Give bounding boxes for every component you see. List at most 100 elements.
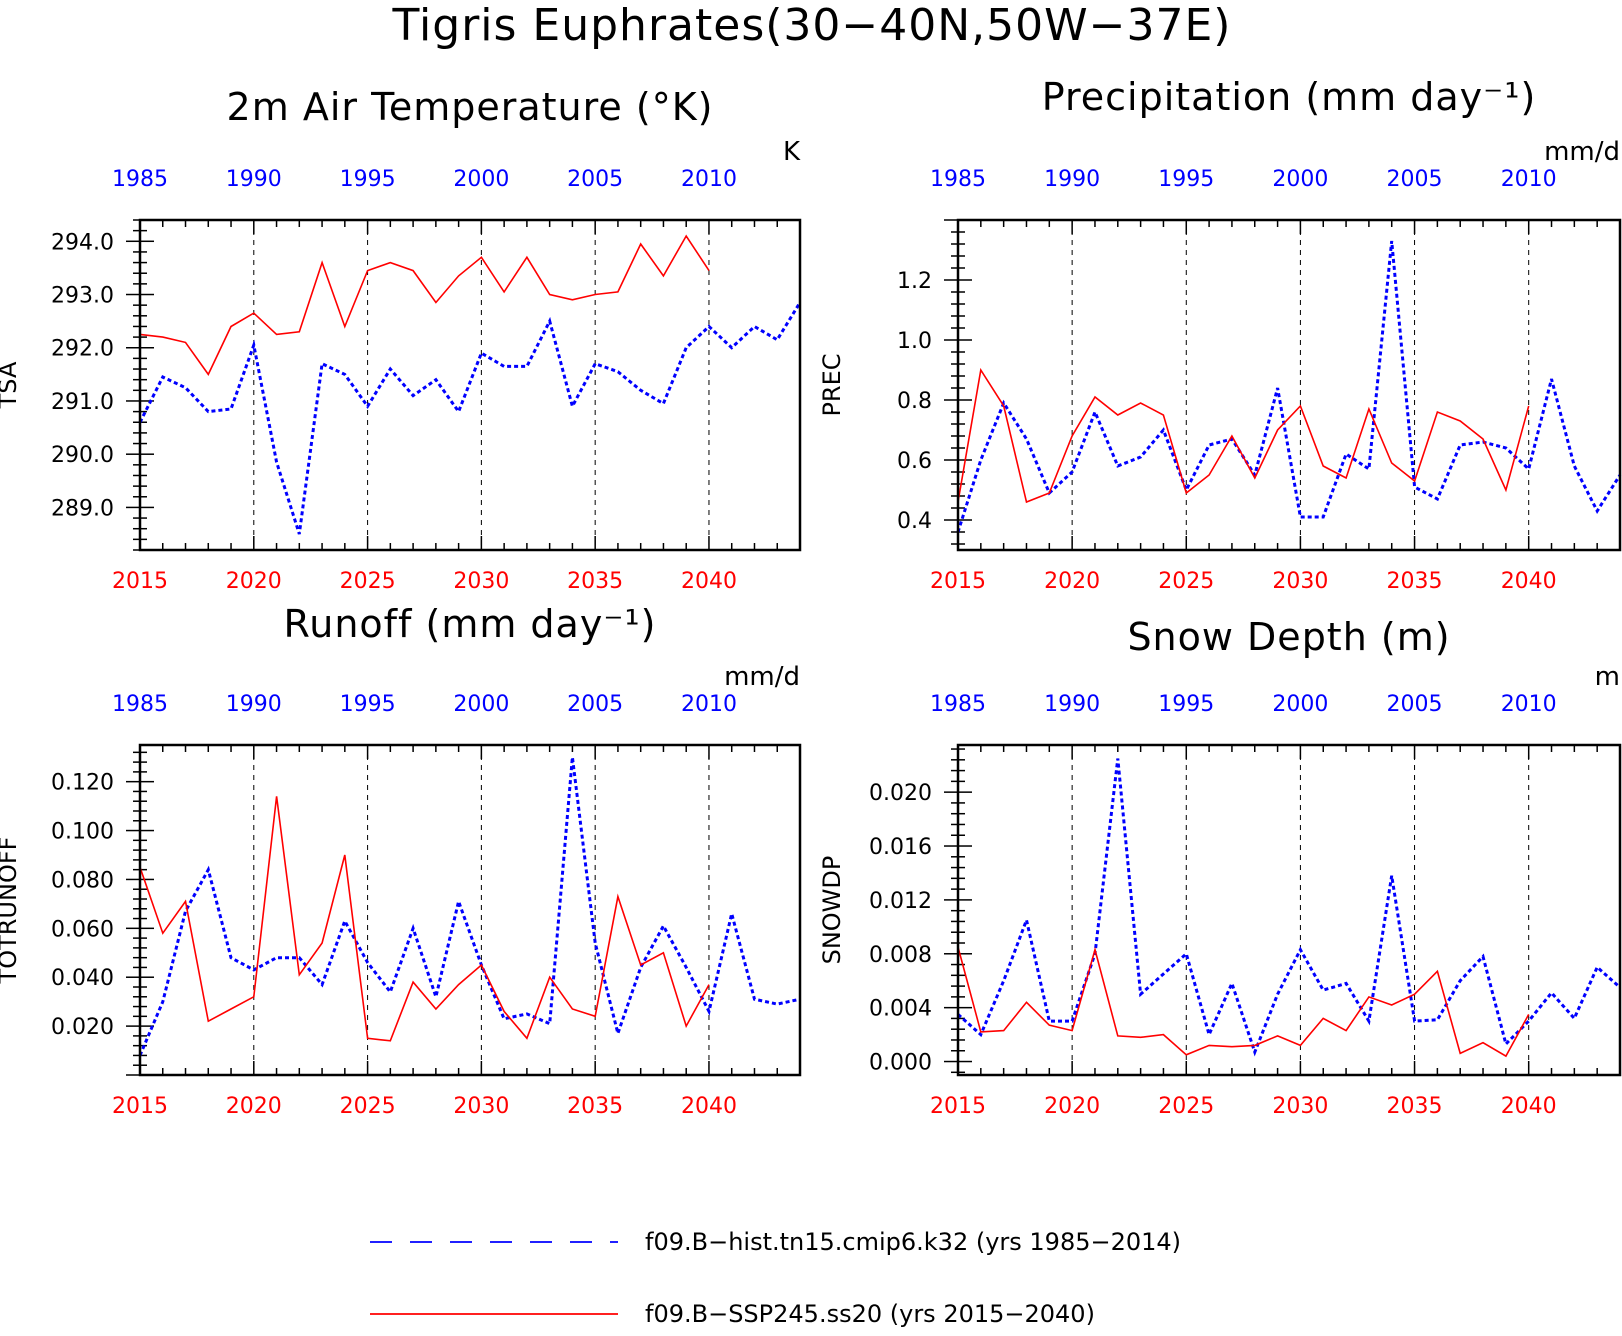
x-tick-label-top: 1995 — [1158, 167, 1214, 192]
y-axis-label: TSA — [0, 361, 22, 409]
x-tick-label-top: 2010 — [1501, 167, 1557, 192]
y-tick-label: 0.060 — [51, 917, 114, 942]
x-tick-label-top: 2005 — [1387, 167, 1443, 192]
series-line-hist — [956, 240, 1622, 533]
x-tick-label-bottom: 2020 — [1044, 569, 1100, 594]
x-tick-label-top: 2000 — [453, 692, 509, 717]
x-tick-label-bottom: 2015 — [930, 1094, 986, 1119]
figure-title: Tigris Euphrates(30−40N,50W−37E) — [392, 0, 1232, 51]
x-tick-label-top: 1990 — [1044, 692, 1100, 717]
x-tick-label-bottom: 2040 — [681, 1094, 737, 1119]
x-tick-label-top: 2000 — [1272, 167, 1328, 192]
plot-frame — [138, 743, 802, 1077]
x-tick-label-bottom: 2035 — [567, 569, 623, 594]
y-tick-label: 0.080 — [51, 868, 114, 893]
y-tick-label: 0.8 — [897, 389, 932, 414]
units-label: K — [783, 137, 801, 167]
x-tick-label-bottom: 2025 — [1158, 569, 1214, 594]
y-axis-label: SNOWDP — [818, 856, 846, 965]
y-tick-label: 0.120 — [51, 771, 114, 796]
x-tick-label-top: 2010 — [1501, 692, 1557, 717]
y-axis-label: TOTRUNOFF — [0, 837, 22, 985]
y-tick-label: 0.000 — [869, 1051, 932, 1076]
y-tick-label: 1.0 — [897, 329, 932, 354]
x-tick-label-top: 2005 — [567, 692, 623, 717]
x-tick-label-bottom: 2035 — [1387, 569, 1443, 594]
x-tick-label-bottom: 2015 — [112, 1094, 168, 1119]
x-tick-label-bottom: 2040 — [681, 569, 737, 594]
y-tick-label: 290.0 — [51, 443, 114, 468]
x-tick-label-bottom: 2015 — [930, 569, 986, 594]
chart-panel-3: Runoff (mm day⁻¹) 2015 1985 2020 1990 2025 199… — [0, 602, 802, 1119]
legend-label-hist: f09.B−hist.tn15.cmip6.k32 (yrs 1985−2014… — [645, 1228, 1181, 1256]
legend-label-ssp: f09.B−SSP245.ss20 (yrs 2015−2040) — [645, 1300, 1095, 1328]
y-tick-label: 0.016 — [869, 835, 932, 860]
y-tick-label: 0.020 — [51, 1015, 114, 1040]
plot-frame — [956, 218, 1622, 552]
x-tick-label-bottom: 2030 — [1272, 1094, 1328, 1119]
units-label: mm/d — [724, 662, 800, 692]
y-tick-label: 0.100 — [51, 820, 114, 845]
x-tick-label-top: 1995 — [1158, 692, 1214, 717]
panel-title: 2m Air Temperature (°K) — [227, 85, 714, 129]
y-tick-label: 0.012 — [869, 889, 932, 914]
y-tick-label: 292.0 — [51, 337, 114, 362]
x-tick-label-top: 1990 — [226, 167, 282, 192]
plot-frame — [138, 218, 802, 552]
y-tick-label: 0.4 — [897, 509, 932, 534]
x-tick-label-bottom: 2020 — [226, 569, 282, 594]
x-tick-label-top: 1995 — [340, 167, 396, 192]
chart-panel-4: Snow Depth (m) 2015 1985 2020 1990 2025 1995 20… — [818, 615, 1622, 1119]
x-tick-label-top: 2005 — [1387, 692, 1443, 717]
x-tick-label-top: 1985 — [112, 167, 168, 192]
x-tick-label-bottom: 2030 — [453, 1094, 509, 1119]
x-tick-label-top: 2005 — [567, 167, 623, 192]
x-tick-label-bottom: 2025 — [1158, 1094, 1214, 1119]
x-tick-label-bottom: 2015 — [112, 569, 168, 594]
x-tick-label-bottom: 2040 — [1501, 569, 1557, 594]
panel-title: Snow Depth (m) — [1127, 615, 1450, 659]
y-tick-label: 0.020 — [869, 781, 932, 806]
panel-title: Precipitation (mm day⁻¹) — [1042, 75, 1537, 119]
x-tick-label-top: 1995 — [340, 692, 396, 717]
series-line-ssp — [957, 946, 1530, 1058]
x-tick-label-top: 1985 — [930, 692, 986, 717]
y-tick-label: 294.0 — [51, 230, 114, 255]
series-line-ssp — [139, 796, 710, 1042]
x-tick-label-top: 1990 — [1044, 167, 1100, 192]
y-tick-label: 0.040 — [51, 966, 114, 991]
x-tick-label-top: 1985 — [930, 167, 986, 192]
chart-panel-1: 2m Air Temperature (°K) 2015 1985 2020 1990 2… — [0, 85, 802, 594]
y-axis-label: PREC — [818, 353, 846, 416]
x-tick-label-bottom: 2020 — [226, 1094, 282, 1119]
x-tick-label-top: 2010 — [681, 167, 737, 192]
y-tick-label: 291.0 — [51, 390, 114, 415]
x-tick-label-bottom: 2030 — [453, 569, 509, 594]
units-label: m — [1595, 662, 1620, 692]
series-line-ssp — [957, 367, 1530, 504]
y-tick-label: 0.008 — [869, 943, 932, 968]
series-line-hist — [138, 301, 802, 535]
panel-title: Runoff (mm day⁻¹) — [284, 602, 657, 646]
series-line-hist — [957, 758, 1621, 1057]
x-tick-label-bottom: 2040 — [1501, 1094, 1557, 1119]
x-tick-label-top: 1990 — [226, 692, 282, 717]
plot-frame — [956, 743, 1622, 1077]
series-line-ssp — [139, 234, 710, 376]
x-tick-label-bottom: 2025 — [340, 569, 396, 594]
y-tick-label: 289.0 — [51, 496, 114, 521]
legend: f09.B−hist.tn15.cmip6.k32 (yrs 1985−2014… — [370, 1228, 1181, 1328]
x-tick-label-bottom: 2030 — [1272, 569, 1328, 594]
x-tick-label-top: 1985 — [112, 692, 168, 717]
x-tick-label-top: 2000 — [1272, 692, 1328, 717]
x-tick-label-bottom: 2025 — [340, 1094, 396, 1119]
x-tick-label-top: 2000 — [453, 167, 509, 192]
x-tick-label-bottom: 2035 — [567, 1094, 623, 1119]
y-tick-label: 1.2 — [897, 269, 932, 294]
series-line-hist — [138, 757, 801, 1056]
y-tick-label: 0.6 — [897, 449, 932, 474]
y-tick-label: 293.0 — [51, 284, 114, 309]
x-tick-label-bottom: 2035 — [1387, 1094, 1443, 1119]
x-tick-label-top: 2010 — [681, 692, 737, 717]
